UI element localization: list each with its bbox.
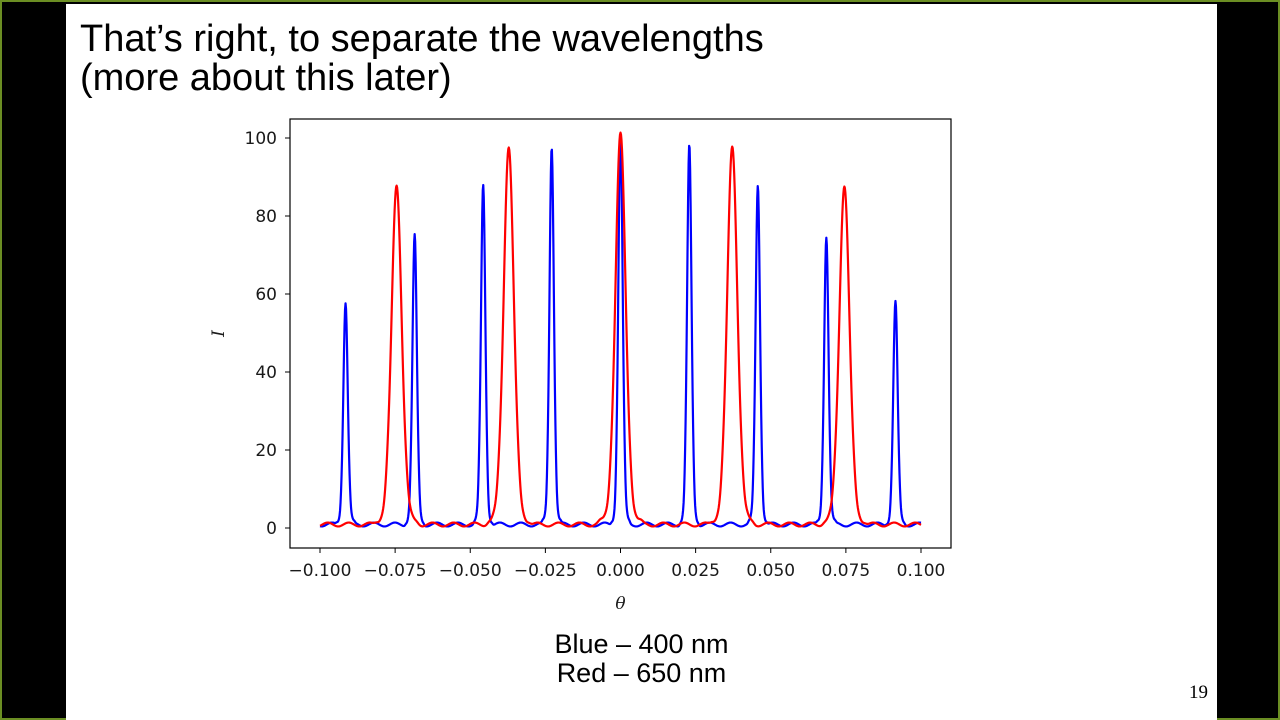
series-line-red <box>319 131 922 528</box>
caption: Blue – 400 nm Red – 650 nm <box>66 630 1217 688</box>
x-tick-label: 0.100 <box>897 561 946 581</box>
page-number: 19 <box>1189 682 1208 703</box>
x-tick-label: 0.050 <box>746 561 795 581</box>
y-tick-label: 40 <box>255 363 277 383</box>
y-tick-label: 0 <box>266 519 277 539</box>
slide-title-line: That’s right, to separate the wavelength… <box>80 18 764 60</box>
x-tick-label: −0.100 <box>289 561 352 581</box>
slide: That’s right, to separate the wavelength… <box>66 4 1217 720</box>
x-tick-label: 0.000 <box>596 561 645 581</box>
x-tick-label: 0.075 <box>822 561 871 581</box>
diffraction-intensity-chart: −0.100 −0.075 −0.050 −0.025 0.000 0.025 0.050 0… <box>209 118 952 614</box>
y-tick-label: 20 <box>255 441 277 461</box>
x-tick-label: −0.025 <box>514 561 577 581</box>
x-axis-label: θ <box>615 594 625 614</box>
x-tick-label: −0.075 <box>364 561 427 581</box>
series-line-blue <box>319 133 922 528</box>
caption-line-blue: Blue – 400 nm <box>554 629 729 659</box>
plot-frame <box>289 118 952 549</box>
x-tick-label: 0.025 <box>671 561 720 581</box>
y-tick-label: 60 <box>255 285 277 305</box>
slide-title: That’s right, to separate the wavelength… <box>80 20 764 98</box>
y-tick-label: 100 <box>245 129 277 149</box>
slide-title-line: (more about this later) <box>80 57 452 99</box>
caption-line-red: Red – 650 nm <box>556 658 727 688</box>
x-tick-label: −0.050 <box>439 561 502 581</box>
y-axis-label: I <box>209 330 229 338</box>
y-tick-label: 80 <box>255 207 277 227</box>
